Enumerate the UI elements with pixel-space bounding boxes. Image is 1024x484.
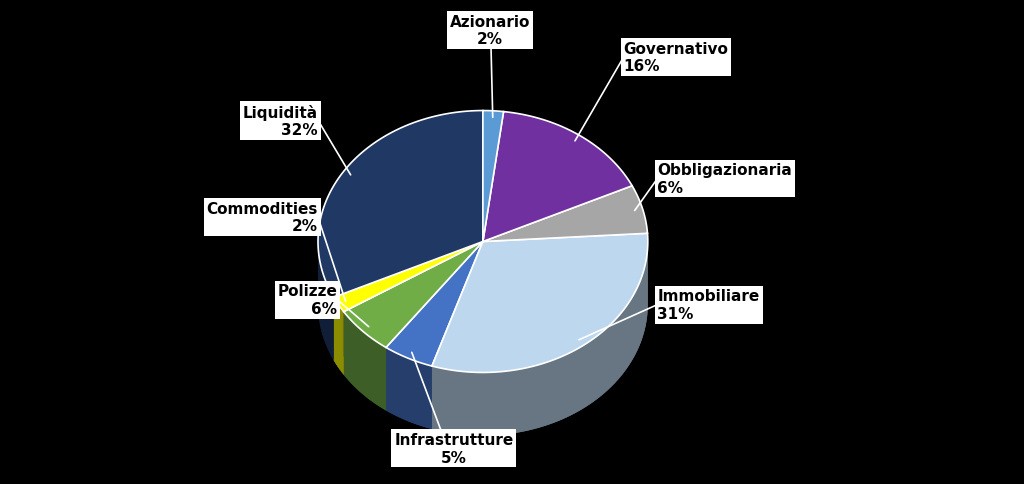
Polygon shape bbox=[386, 348, 432, 429]
Polygon shape bbox=[386, 348, 432, 429]
Text: Immobiliare
31%: Immobiliare 31% bbox=[657, 289, 760, 321]
Polygon shape bbox=[344, 312, 386, 410]
Polygon shape bbox=[334, 298, 344, 375]
Polygon shape bbox=[483, 112, 632, 242]
Polygon shape bbox=[386, 242, 483, 410]
Polygon shape bbox=[334, 242, 483, 361]
Text: Azionario
2%: Azionario 2% bbox=[450, 15, 530, 47]
Text: Liquidità
32%: Liquidità 32% bbox=[243, 105, 318, 137]
Polygon shape bbox=[344, 242, 483, 348]
Polygon shape bbox=[432, 242, 648, 436]
Polygon shape bbox=[344, 242, 483, 375]
Polygon shape bbox=[334, 298, 344, 375]
Polygon shape bbox=[318, 242, 334, 361]
Polygon shape bbox=[432, 242, 483, 429]
Polygon shape bbox=[432, 234, 648, 373]
Polygon shape bbox=[386, 242, 483, 410]
Polygon shape bbox=[334, 242, 483, 361]
Polygon shape bbox=[386, 242, 483, 366]
Text: Commodities
2%: Commodities 2% bbox=[207, 202, 318, 234]
Polygon shape bbox=[344, 242, 483, 375]
Text: Obbligazionaria
6%: Obbligazionaria 6% bbox=[657, 163, 793, 195]
Polygon shape bbox=[344, 312, 386, 410]
Text: Infrastrutture
5%: Infrastrutture 5% bbox=[394, 432, 513, 465]
Polygon shape bbox=[483, 111, 504, 242]
Polygon shape bbox=[432, 242, 648, 436]
Polygon shape bbox=[318, 111, 483, 298]
Text: Governativo
16%: Governativo 16% bbox=[624, 42, 728, 74]
Text: Polizze
6%: Polizze 6% bbox=[278, 284, 337, 316]
Polygon shape bbox=[334, 242, 483, 312]
Polygon shape bbox=[483, 186, 647, 242]
Polygon shape bbox=[432, 242, 483, 429]
Polygon shape bbox=[318, 242, 334, 361]
